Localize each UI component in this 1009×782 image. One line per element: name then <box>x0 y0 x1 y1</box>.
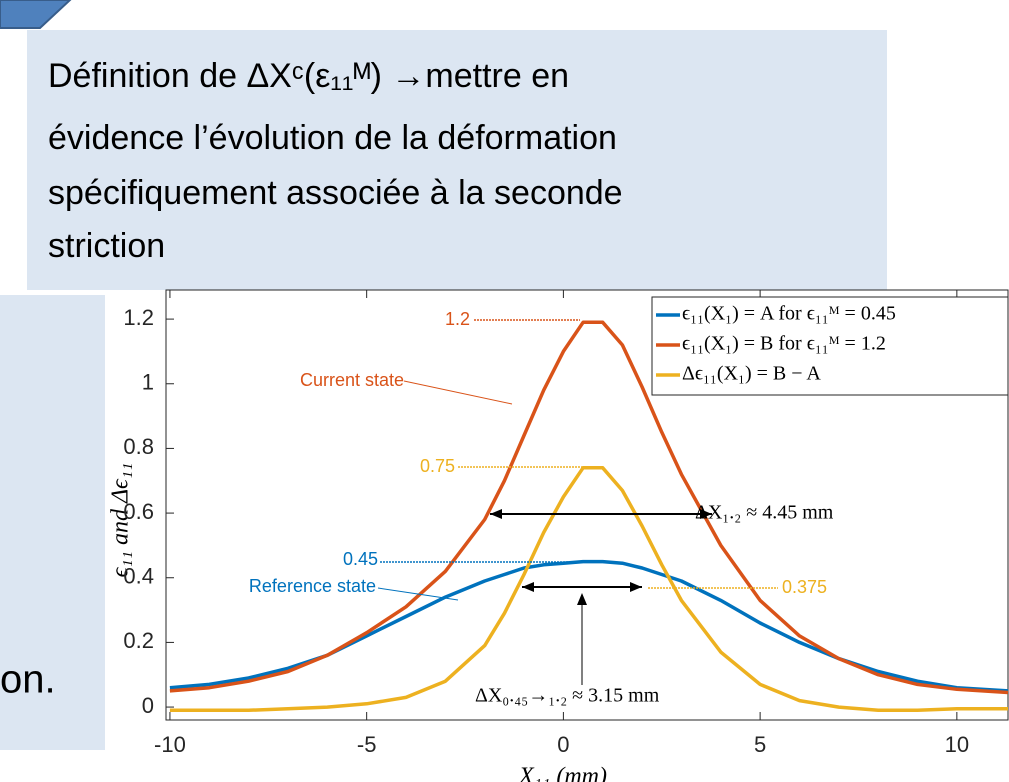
legend-label: ϵ₁₁(X₁) = A for ϵ₁₁ᴹ = 0.45 <box>682 303 896 325</box>
arrow-head <box>700 509 712 519</box>
x-tick-label: 5 <box>754 732 766 757</box>
annotation: Current state <box>300 370 404 390</box>
y-tick-label: 1.2 <box>123 305 154 330</box>
y-tick-label: 1 <box>142 370 154 395</box>
arrow-head <box>522 582 534 592</box>
legend-label: Δϵ₁₁(X₁) = B − A <box>682 363 821 385</box>
arrow-head <box>490 509 502 519</box>
slide-line: striction <box>48 227 165 265</box>
x-tick-label: -5 <box>357 732 377 757</box>
series-line <box>169 320 1009 695</box>
slide-line: évidence l’évolution de la déformation <box>48 119 617 157</box>
slide-line: Définition de ΔXᶜ(ε₁₁ᴹ) →mettre en <box>48 57 569 95</box>
arrow-shape <box>0 0 72 29</box>
series-line <box>169 466 1008 713</box>
annotation: 1.2 <box>445 309 470 329</box>
leader-arrow <box>377 587 459 601</box>
y-tick-label: 0 <box>142 693 154 718</box>
y-tick-label: 0.6 <box>123 499 154 524</box>
y-tick-label: 0.2 <box>123 628 154 653</box>
annotation: Reference state <box>249 576 376 596</box>
slide-line: spécifiquement associée à la seconde <box>48 174 623 212</box>
annotation: 0.75 <box>420 456 455 476</box>
x-axis-label: X₁₁ (mm) <box>518 764 607 782</box>
arrow-head <box>577 593 587 605</box>
leader-arrow <box>403 380 513 405</box>
y-axis-label: ϵ₁₁ and Δϵ₁₁ <box>108 463 134 578</box>
annotation: 0.45 <box>343 549 378 569</box>
plot-area <box>165 289 1009 721</box>
annotation: ΔX₁.₂ ≈ 4.45 mm <box>695 502 834 524</box>
x-tick-label: 10 <box>945 732 969 757</box>
legend-label: ϵ₁₁(X₁) = B for ϵ₁₁ᴹ = 1.2 <box>682 333 886 355</box>
x-tick-label: -10 <box>154 732 186 757</box>
side-box <box>0 295 105 750</box>
legend <box>651 296 1009 396</box>
text-box <box>27 30 887 290</box>
slide-fragment: on. <box>0 658 56 702</box>
annotation: 0.375 <box>782 577 827 597</box>
annotation: ΔX₀.₄₅→₁.₂ ≈ 3.15 mm <box>475 685 660 707</box>
x-tick-label: 0 <box>557 732 569 757</box>
y-tick-label: 0.4 <box>123 564 154 589</box>
y-tick-label: 0.8 <box>123 434 154 459</box>
arrow-head <box>630 582 642 592</box>
